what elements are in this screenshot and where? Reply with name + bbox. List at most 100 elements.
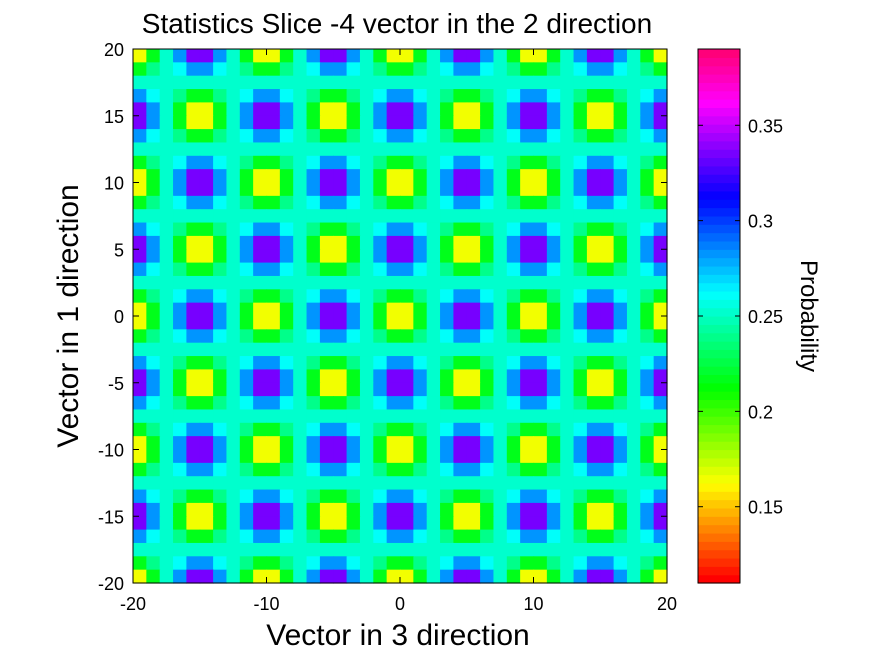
heatmap-cell [133,302,147,317]
heatmap-cell [400,262,414,277]
heatmap-cell [186,462,201,477]
heatmap-cell [493,89,508,103]
heatmap-cell [613,342,628,357]
heatmap-cell [359,115,374,130]
heatmap-cell [239,329,254,344]
heatmap-cell [253,449,268,464]
heatmap-cell [279,316,294,330]
heatmap-cell [346,436,361,451]
heatmap-cell [213,155,228,170]
heatmap-cell [533,449,548,464]
heatmap-cell [373,155,388,170]
heatmap-cell [306,262,321,277]
heatmap-cell [279,75,294,90]
heatmap-cell [440,502,454,517]
heatmap-cell [253,249,268,264]
heatmap-cell [186,209,201,224]
heatmap-cell [466,129,481,144]
heatmap-cell [573,396,588,411]
heatmap-cell [373,129,388,144]
heatmap-cell [359,169,374,184]
heatmap-cell [613,289,628,304]
heatmap-cell [386,155,401,170]
heatmap-cell [266,289,281,304]
colorbar-swatch [698,274,740,284]
heatmap-cell [266,262,281,277]
heatmap-cell [440,369,454,384]
heatmap-cell [440,195,454,210]
heatmap-cell [239,462,254,477]
heatmap-cell [226,209,241,224]
heatmap-cell [199,382,214,397]
heatmap-cell [159,155,174,170]
heatmap-cell [520,422,535,437]
heatmap-cell [373,542,388,557]
heatmap-cell [213,275,228,290]
heatmap-cell [213,542,228,557]
heatmap-cell [213,209,228,224]
heatmap-cell [453,62,468,77]
heatmap-cell [213,302,228,317]
heatmap-cell [480,89,495,103]
heatmap-cell [253,75,268,90]
heatmap-cell [173,262,187,277]
heatmap-cell [573,529,588,544]
heatmap-cell [213,529,228,544]
heatmap-cell [653,262,668,277]
heatmap-cell [520,75,535,90]
heatmap-cell [440,155,454,170]
x-tick-label: -10 [253,594,279,614]
heatmap-cell [133,155,147,170]
heatmap-cell [146,89,161,103]
heatmap-cell [440,249,454,264]
heatmap-cell [600,155,615,170]
heatmap-cell [319,169,334,184]
heatmap-cell [159,502,174,517]
heatmap-cell [386,209,401,224]
heatmap-cell [453,115,468,130]
heatmap-cell [653,476,668,491]
heatmap-cell [186,102,201,117]
heatmap-cell [159,329,174,344]
heatmap-cell [453,382,468,397]
colorbar-tick-label: 0.15 [748,498,783,518]
heatmap-cell [386,75,401,90]
heatmap-cell [333,262,348,277]
heatmap-cell [159,436,174,451]
heatmap-cell [346,169,361,184]
heatmap-cell [159,542,174,557]
heatmap-cell [613,396,628,411]
heatmap-cell [266,155,281,170]
heatmap-cell [640,489,655,504]
heatmap-cell [400,356,414,370]
heatmap-cell [159,209,174,224]
heatmap-cell [319,569,334,584]
heatmap-cell [480,449,495,464]
heatmap-cell [306,356,321,370]
heatmap-cell [400,115,414,130]
heatmap-cell [533,169,548,184]
heatmap-cell [173,115,187,130]
heatmap-cell [146,195,161,210]
heatmap-cell [573,89,588,103]
heatmap-cell [266,422,281,437]
heatmap-cell [199,182,214,197]
heatmap-cell [226,476,241,491]
heatmap-cell [480,209,495,224]
colorbar-swatch [698,432,740,442]
heatmap-cell [613,476,628,491]
heatmap-cell [413,302,428,317]
colorbar-swatch [698,416,740,426]
heatmap-cell [333,249,348,264]
heatmap-cell [560,356,575,370]
heatmap-cell [640,275,655,290]
heatmap-cell [239,275,254,290]
heatmap-cell [453,436,468,451]
heatmap-cell [426,169,441,184]
heatmap-cell [640,409,655,424]
heatmap-cell [493,462,508,477]
heatmap-cell [453,329,468,344]
colorbar-swatch [698,307,740,317]
heatmap-cell [173,356,187,370]
heatmap-cell [333,542,348,557]
